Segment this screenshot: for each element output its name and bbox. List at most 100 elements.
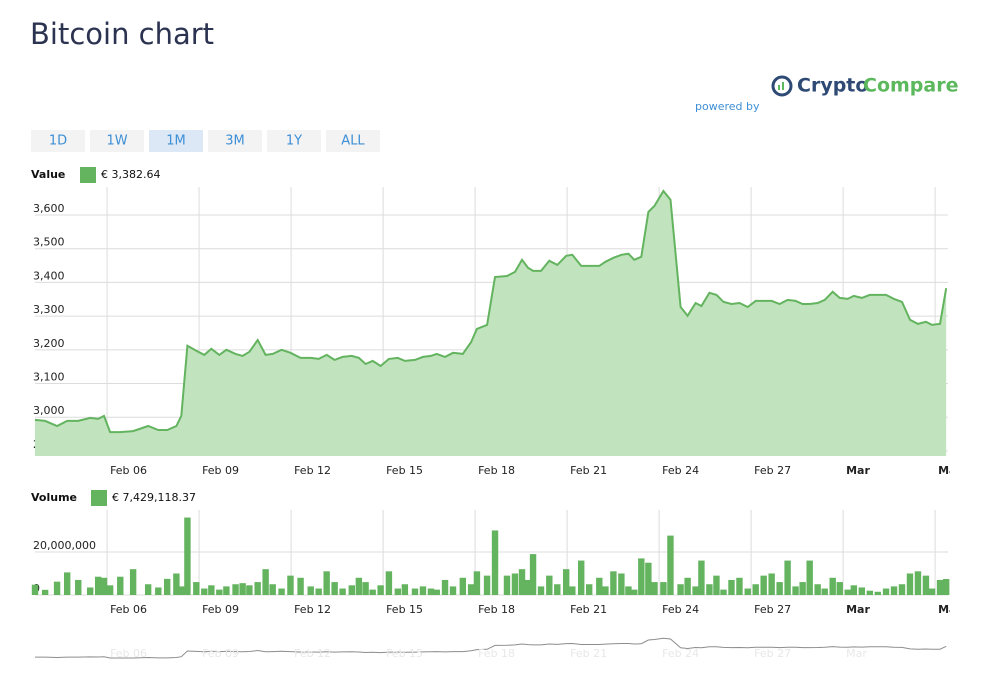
- x-tick-label: Feb 21: [570, 603, 607, 616]
- volume-bar: [850, 585, 858, 595]
- brand-logo: Crypto Compare powered by: [695, 75, 958, 114]
- volume-bar: [821, 588, 828, 595]
- volume-bar: [667, 535, 674, 595]
- volume-bar: [677, 584, 684, 595]
- range-button[interactable]: [90, 130, 144, 152]
- navigator-line: [35, 637, 947, 659]
- y-tick-label: 3,400: [33, 269, 65, 282]
- volume-bar: [602, 586, 609, 595]
- volume-bar: [100, 577, 108, 595]
- range-button[interactable]: [267, 130, 321, 152]
- y-tick-label: 3,300: [33, 303, 65, 316]
- volume-bar: [369, 589, 376, 595]
- navigator-label: Feb 18: [478, 647, 515, 660]
- volume-bar: [898, 584, 906, 595]
- volume-bar: [503, 575, 511, 595]
- range-button[interactable]: [208, 130, 262, 152]
- powered-by: powered by: [695, 100, 760, 113]
- price-line: [34, 189, 948, 434]
- volume-bar: [874, 591, 881, 595]
- volume-bar: [866, 590, 873, 595]
- range-button[interactable]: [326, 130, 380, 152]
- x-tick-label: Feb 21: [570, 464, 607, 477]
- range-button-label[interactable]: 3M: [225, 134, 245, 149]
- volume-bar: [829, 577, 836, 595]
- volume-bar: [278, 588, 285, 595]
- volume-bar: [922, 575, 930, 595]
- navigator-label: Feb 21: [570, 647, 607, 660]
- x-tick-label: Feb 27: [754, 603, 791, 616]
- volume-bar: [315, 588, 322, 595]
- range-button-label[interactable]: ALL: [341, 134, 365, 149]
- volume-bar: [117, 576, 124, 595]
- volume-bar: [144, 584, 152, 595]
- volume-bar: [858, 587, 866, 595]
- y-tick-label: 3,600: [33, 202, 65, 215]
- volume-bar: [706, 584, 713, 595]
- volume-bar: [401, 584, 409, 595]
- legend-title: Value: [31, 168, 65, 181]
- volume-bar: [269, 584, 276, 595]
- range-button-label[interactable]: 1M: [166, 134, 186, 149]
- y-tick-label: 3,200: [33, 337, 65, 350]
- volume-bar: [239, 583, 246, 595]
- volume-bar: [163, 578, 171, 595]
- volume-bar: [537, 586, 545, 595]
- navigator-label: Feb 15: [386, 647, 423, 660]
- volume-bar: [467, 584, 475, 595]
- y-tick-label: 20,000,000: [33, 539, 96, 552]
- volume-bar: [193, 582, 200, 595]
- volume-bar: [385, 571, 393, 595]
- volume-bar: [307, 586, 314, 595]
- volume-bar: [106, 585, 114, 595]
- volume-bar: [645, 562, 652, 595]
- volume-bar: [562, 569, 570, 595]
- volume-bar: [323, 571, 330, 595]
- volume-bar: [377, 585, 384, 595]
- volume-bar: [928, 588, 936, 595]
- volume-bar: [784, 560, 791, 595]
- volume-bar: [254, 582, 261, 595]
- navigator-label: Feb 09: [202, 647, 239, 660]
- navigator-label: Mar: [846, 647, 867, 660]
- volume-bar: [155, 587, 162, 595]
- page-title: Bitcoin chart: [30, 17, 214, 51]
- y-tick-label: 3,100: [33, 371, 65, 384]
- volume-bar: [728, 579, 735, 595]
- volume-bar: [585, 584, 593, 595]
- volume-bar: [394, 588, 402, 595]
- volume-bar: [208, 585, 215, 595]
- volume-bar: [942, 579, 950, 595]
- volume-bar: [524, 579, 532, 595]
- area-fill: [35, 191, 947, 456]
- volume-bar: [339, 588, 346, 595]
- navigator-label: Feb 12: [294, 647, 331, 660]
- legend-swatch: [91, 490, 107, 506]
- volume-bar: [610, 571, 617, 595]
- x-tick-label: Mar: [938, 603, 962, 616]
- range-button-label[interactable]: 1Y: [286, 134, 302, 149]
- volume-bar: [554, 584, 561, 595]
- navigator-label: Feb 27: [754, 647, 791, 660]
- volume-bar: [355, 577, 363, 595]
- volume-bar: [87, 587, 94, 595]
- volume-bar: [223, 586, 230, 595]
- volume-bar: [529, 554, 537, 595]
- volume-bar: [184, 517, 191, 595]
- x-tick-label: Feb 27: [754, 464, 791, 477]
- x-tick-label: Feb 15: [386, 603, 423, 616]
- volume-bar: [882, 588, 890, 595]
- volume-bar: [511, 573, 519, 595]
- range-button-label[interactable]: 1D: [49, 134, 67, 149]
- volume-bar: [518, 569, 526, 595]
- range-button[interactable]: [149, 130, 203, 152]
- volume-bar: [752, 584, 759, 595]
- range-buttons: 1D 1W 1M 3M 1Y ALL: [31, 130, 380, 152]
- x-labels: Feb 06 Feb 09 Feb 12 Feb 15 Feb 18 Feb 21 Feb …: [110, 464, 962, 616]
- x-tick-label: Feb 18: [478, 464, 515, 477]
- range-button-label[interactable]: 1W: [106, 134, 127, 149]
- volume-bar: [799, 582, 806, 595]
- range-button[interactable]: [31, 130, 85, 152]
- x-tick-label: Feb 06: [110, 464, 147, 477]
